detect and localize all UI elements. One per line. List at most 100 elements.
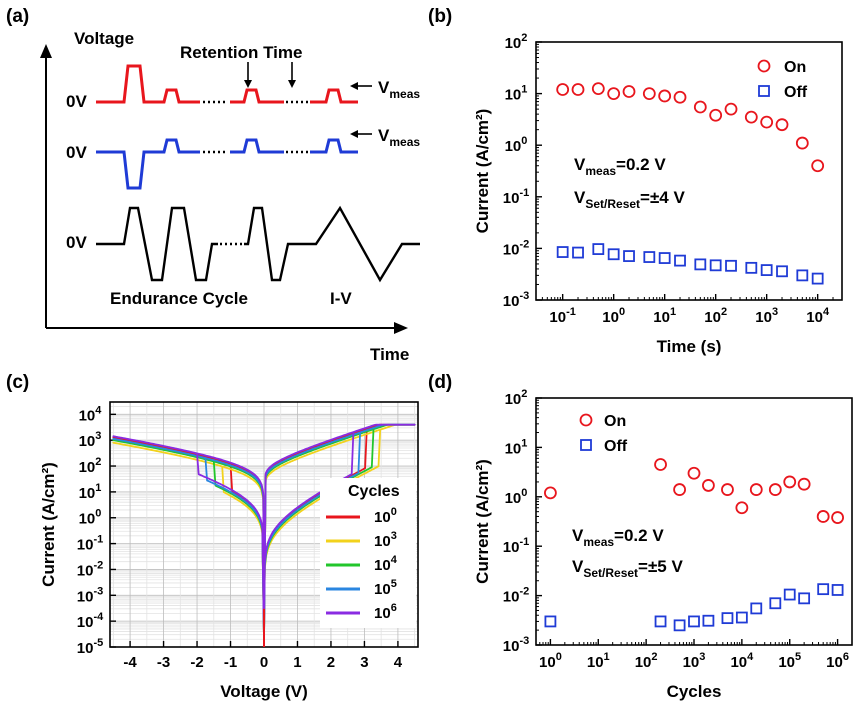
- y-tick-label: 102: [505, 32, 528, 52]
- x-tick-label-exp: 4: [823, 306, 830, 318]
- data-point-off: [709, 259, 722, 272]
- iv-label: I-V: [330, 289, 352, 308]
- x-axis-title: Voltage (V): [220, 682, 308, 701]
- x-tick-label: 104: [806, 306, 830, 326]
- data-point-off: [725, 259, 737, 272]
- vmeas-label: Vmeas: [378, 78, 420, 101]
- data-point-off: [735, 611, 748, 624]
- data-point-off: [721, 612, 734, 625]
- legend-label: On: [784, 59, 806, 76]
- y-tick-label-exp: 0: [521, 135, 527, 147]
- waveform-row1: [230, 88, 284, 104]
- annotation-vset: VSet/Reset=±4 V: [574, 188, 685, 211]
- panel-label: (d): [428, 372, 452, 393]
- x-tick-label: 0: [260, 654, 268, 671]
- y-tick-label-base: 10: [503, 293, 520, 310]
- annotation-vmeas-sub: meas: [585, 164, 616, 178]
- x-tick-label: 1: [293, 654, 301, 671]
- y-tick-label-exp: -4: [93, 611, 104, 623]
- legend-marker-on: [579, 413, 593, 427]
- y-tick-label-base: 10: [79, 433, 96, 450]
- y-tick-label-exp: -3: [519, 635, 529, 647]
- y-tick-label-base: 10: [79, 459, 96, 476]
- data-point-off: [694, 258, 707, 271]
- annotation-vset-main: V: [572, 557, 584, 576]
- data-point-off: [776, 265, 788, 278]
- y-axis-title: Current (A/cm²): [473, 109, 492, 234]
- y-tick-label-exp: -2: [519, 586, 529, 598]
- vmeas-label-main: V: [378, 78, 390, 97]
- data-point-on: [721, 483, 734, 496]
- y-tick-label-base: 10: [77, 562, 94, 579]
- x-tick-label: 104: [730, 651, 754, 671]
- y-tick-label: 101: [79, 482, 102, 502]
- data-point-off: [750, 602, 763, 615]
- x-tick-label: 102: [635, 651, 658, 671]
- x-tick-label-base: 10: [587, 654, 604, 671]
- legend-label-base: 10: [374, 533, 391, 550]
- y-tick-label: 10-1: [77, 534, 103, 554]
- data-point-on: [831, 511, 844, 524]
- x-tick-label: 100: [602, 306, 625, 326]
- data-point-on: [702, 479, 715, 492]
- x-tick-label: 10-1: [549, 306, 575, 326]
- x-tick-label-base: 10: [635, 654, 652, 671]
- y-tick-label-base: 10: [79, 407, 96, 424]
- data-point-on: [687, 466, 701, 480]
- y-tick-label-base: 10: [79, 485, 96, 502]
- x-tick-label: -4: [123, 654, 137, 671]
- x-tick-label-base: 10: [778, 654, 795, 671]
- data-point-on: [709, 108, 723, 122]
- legend-label: On: [604, 413, 626, 430]
- plot-frame: [535, 397, 853, 646]
- vmeas-label-main: V: [378, 126, 390, 145]
- y-tick-label-exp: -2: [519, 238, 529, 250]
- y-tick-label-exp: 4: [95, 404, 102, 416]
- data-point-on: [768, 483, 782, 496]
- data-point-on: [775, 118, 789, 132]
- legend-label-base: 10: [374, 581, 391, 598]
- data-point-on: [811, 159, 825, 173]
- legend-marker-on: [757, 59, 771, 73]
- legend-label-base: 10: [374, 557, 391, 574]
- y-tick-label-exp: 0: [95, 508, 101, 520]
- y-axis-arrow: [40, 44, 52, 58]
- x-tick-label-base: 10: [549, 309, 566, 326]
- y-tick-label: 103: [79, 430, 102, 450]
- y-tick-label-base: 10: [505, 490, 522, 507]
- y-tick-label-exp: -3: [93, 585, 103, 597]
- y-tick-label: 100: [505, 135, 528, 155]
- y-tick-label: 10-3: [503, 635, 529, 655]
- data-point-off: [556, 246, 569, 258]
- y-tick-label-base: 10: [503, 241, 520, 258]
- x-tick-label-exp: 4: [747, 651, 754, 663]
- vmeas-arrowhead: [350, 82, 358, 90]
- y-tick-label-exp: 3: [95, 430, 101, 442]
- x-axis-title: Cycles: [667, 682, 722, 701]
- y-tick-label-exp: -1: [519, 187, 529, 199]
- y-tick-label: 10-3: [503, 290, 529, 310]
- legend-label: Off: [604, 438, 628, 455]
- annotation-vset-sub: Set/Reset: [585, 197, 640, 211]
- data-point-off: [783, 588, 796, 601]
- y-tick-label-exp: -1: [93, 534, 103, 546]
- x-tick-label: 4: [394, 654, 403, 671]
- y-tick-label-base: 10: [503, 638, 520, 655]
- y-tick-label: 102: [79, 456, 102, 476]
- data-point-off: [769, 597, 782, 610]
- legend-label-exp: 4: [391, 554, 398, 566]
- data-point-on: [749, 483, 763, 496]
- legend-label-exp: 5: [391, 578, 397, 590]
- y-tick-label-base: 10: [77, 614, 94, 631]
- y-tick-label-base: 10: [505, 35, 522, 52]
- x-tick-label-exp: -1: [566, 306, 576, 318]
- vmeas-arrowhead: [350, 130, 358, 138]
- vmeas-label: Vmeas: [378, 126, 420, 149]
- data-point-off: [817, 583, 830, 596]
- x-tick-label: 3: [360, 654, 368, 671]
- y-axis-title: Voltage: [74, 29, 134, 48]
- y-tick-label-base: 10: [77, 537, 94, 554]
- data-point-off: [544, 615, 557, 628]
